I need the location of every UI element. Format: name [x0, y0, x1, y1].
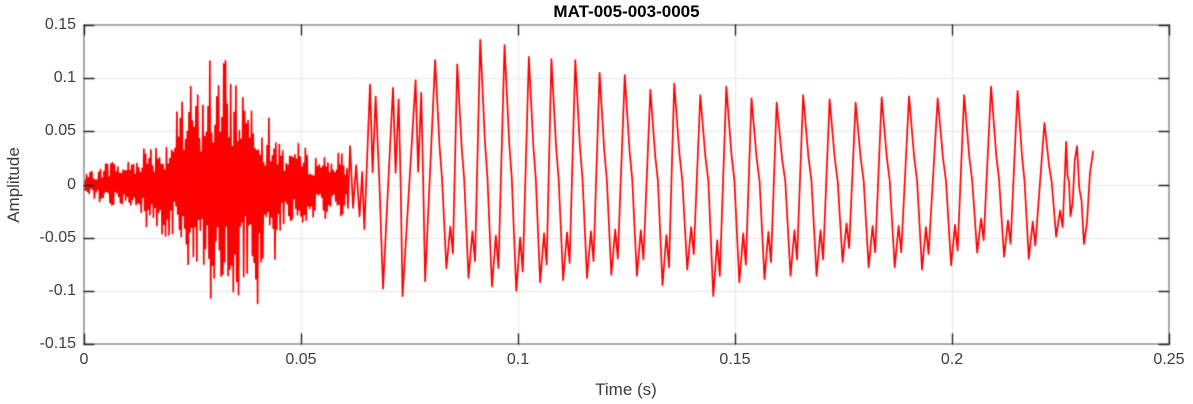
y-tick-label: -0.05	[39, 228, 76, 246]
x-tick-label: 0.25	[1153, 351, 1185, 368]
y-tick-label: -0.1	[48, 281, 76, 299]
chart-title: MAT-005-003-0005	[553, 2, 700, 21]
y-tick-label: 0.05	[44, 122, 76, 140]
y-tick-label: -0.15	[39, 335, 76, 352]
y-tick-label: 0.1	[53, 69, 76, 87]
x-tick-label: 0	[79, 351, 89, 368]
x-tick-label: 0.1	[506, 351, 530, 368]
x-axis-label: Time (s)	[595, 380, 657, 399]
x-tick-label: 0.15	[719, 351, 751, 368]
y-tick-label: 0	[67, 175, 76, 193]
y-tick-label: 0.15	[44, 16, 76, 33]
x-tick-label: 0.05	[285, 351, 317, 368]
x-tick-label: 0.2	[940, 351, 964, 368]
